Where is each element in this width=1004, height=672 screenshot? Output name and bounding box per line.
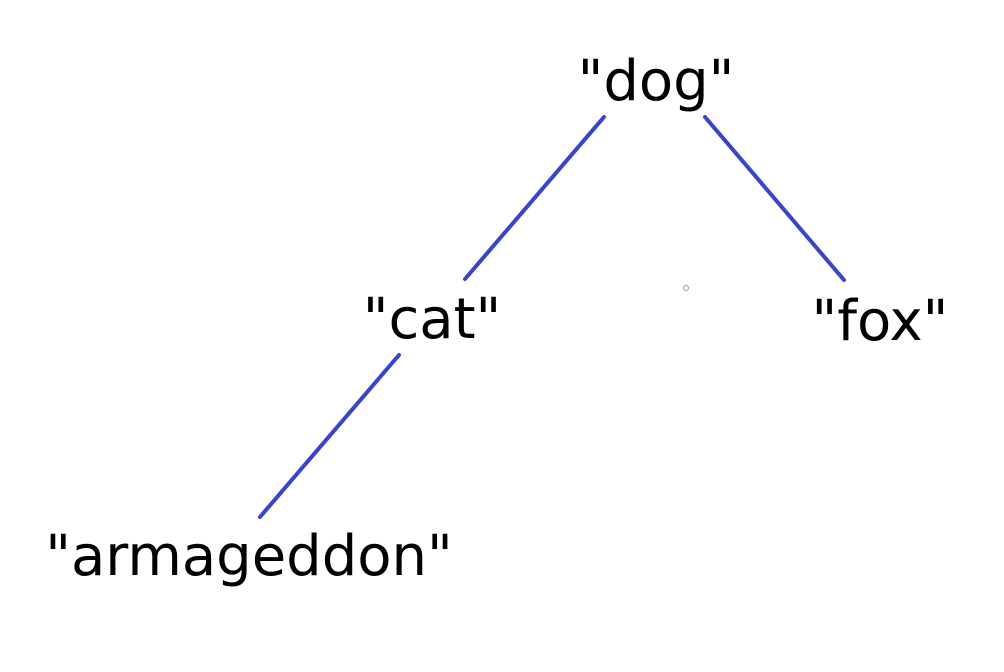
node-armageddon-label: "armageddon" xyxy=(45,524,453,589)
edge-dog-fox xyxy=(703,115,846,282)
edges-group xyxy=(258,115,846,519)
small-dot-marker xyxy=(683,285,689,291)
edge-dog-cat xyxy=(463,115,606,281)
edge-cat-armageddon xyxy=(258,353,401,519)
node-cat-label: "cat" xyxy=(363,287,502,352)
node-dog-label: "dog" xyxy=(578,49,735,114)
nodes-group: "dog" "cat" "fox" "armageddon" xyxy=(45,49,948,589)
node-fox-label: "fox" xyxy=(812,289,949,354)
